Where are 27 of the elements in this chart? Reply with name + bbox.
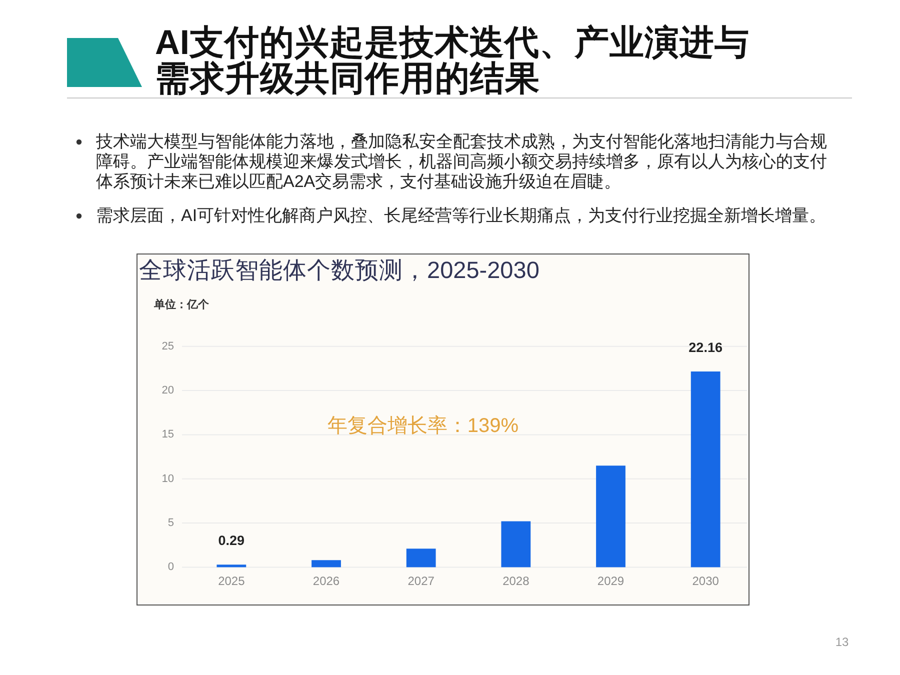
bar bbox=[406, 548, 436, 568]
x-tick-label: 2030 bbox=[692, 574, 720, 588]
x-tick-label: 2029 bbox=[597, 574, 624, 588]
bar bbox=[312, 560, 341, 568]
y-tick-label: 5 bbox=[168, 517, 174, 530]
bar bbox=[596, 466, 626, 568]
bar bbox=[216, 564, 246, 568]
y-tick-label: 15 bbox=[162, 428, 174, 441]
y-tick-label: 10 bbox=[162, 472, 174, 485]
bar bbox=[501, 521, 531, 568]
annotation: 年复合增长率：139% bbox=[327, 415, 519, 437]
x-tick-label: 2028 bbox=[502, 574, 530, 588]
y-tick-label: 0 bbox=[168, 561, 174, 574]
y-tick-label: 25 bbox=[162, 340, 174, 352]
bar bbox=[690, 371, 720, 568]
text: 13 bbox=[835, 635, 849, 649]
x-tick-label: 2026 bbox=[312, 574, 340, 588]
data-label: 22.16 bbox=[688, 340, 723, 355]
x-tick-label: 2025 bbox=[218, 574, 246, 588]
data-label: 0.29 bbox=[218, 533, 245, 548]
x-tick-label: 2027 bbox=[408, 574, 435, 588]
text: 技术端大模型与智能体能力落地，叠加隐私安全配套技术成熟，为支付智能化落地扫清能力与合规障碍。产业端智能体规模迎来爆发式增长，机器间高频小额交易持续增多，原有以人为核心的支付体系预计未来已难以匹配A2A交易需求，支付基础设施升级迫在眉睫。 bbox=[96, 132, 828, 192]
chart-subtitle: 全球活跃智能体个数预测，2025-2030 bbox=[139, 257, 540, 283]
y-axis-title: 单位：亿个 bbox=[153, 298, 210, 311]
text: 需求层面，AI可针对性化解商户风控、长尾经营等行业长期痛点，为支付行业挖掘全新增长增量。 bbox=[96, 206, 828, 226]
y-tick-label: 20 bbox=[162, 384, 174, 397]
chart-title: AI支付的兴起是技术迭代、产业演进与需求升级共同作用的结果 bbox=[155, 24, 750, 98]
